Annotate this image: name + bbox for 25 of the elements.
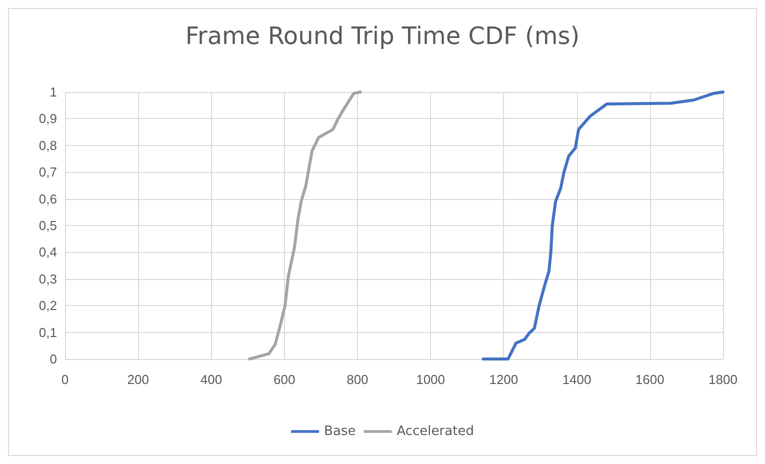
y-tick-label: 0 [50,352,57,366]
x-tick-label: 400 [200,372,222,387]
y-tick-label: 0,6 [38,191,57,206]
legend-label: Base [324,424,356,439]
y-tick-label: 0,7 [38,164,57,180]
y-tick-label: 1 [50,84,57,100]
y-tick-label: 0,3 [38,271,57,286]
x-tick-label: 1800 [708,372,738,387]
y-tick-label: 0,2 [38,298,57,314]
x-tick-label: 200 [127,372,149,387]
x-tick-label: 1600 [635,372,664,387]
x-tick-label: 1000 [416,372,446,387]
y-tick-label: 0,5 [38,218,57,233]
y-tick-label: 0,8 [38,138,57,153]
y-tick-label: 0,9 [38,111,57,126]
x-tick-label: 800 [346,372,368,387]
line-series [248,90,362,360]
x-tick-label: 600 [273,372,296,387]
y-tick-label: 0,1 [38,324,57,340]
legend-label: Accelerated [396,424,474,439]
x-tick-label: 1400 [562,372,592,387]
y-tick-label: 0,4 [38,244,57,260]
x-tick-label: 0 [61,372,69,387]
x-tick-label: 1200 [489,372,518,387]
chart-title: Frame Round Trip Time CDF (ms) [185,22,580,50]
